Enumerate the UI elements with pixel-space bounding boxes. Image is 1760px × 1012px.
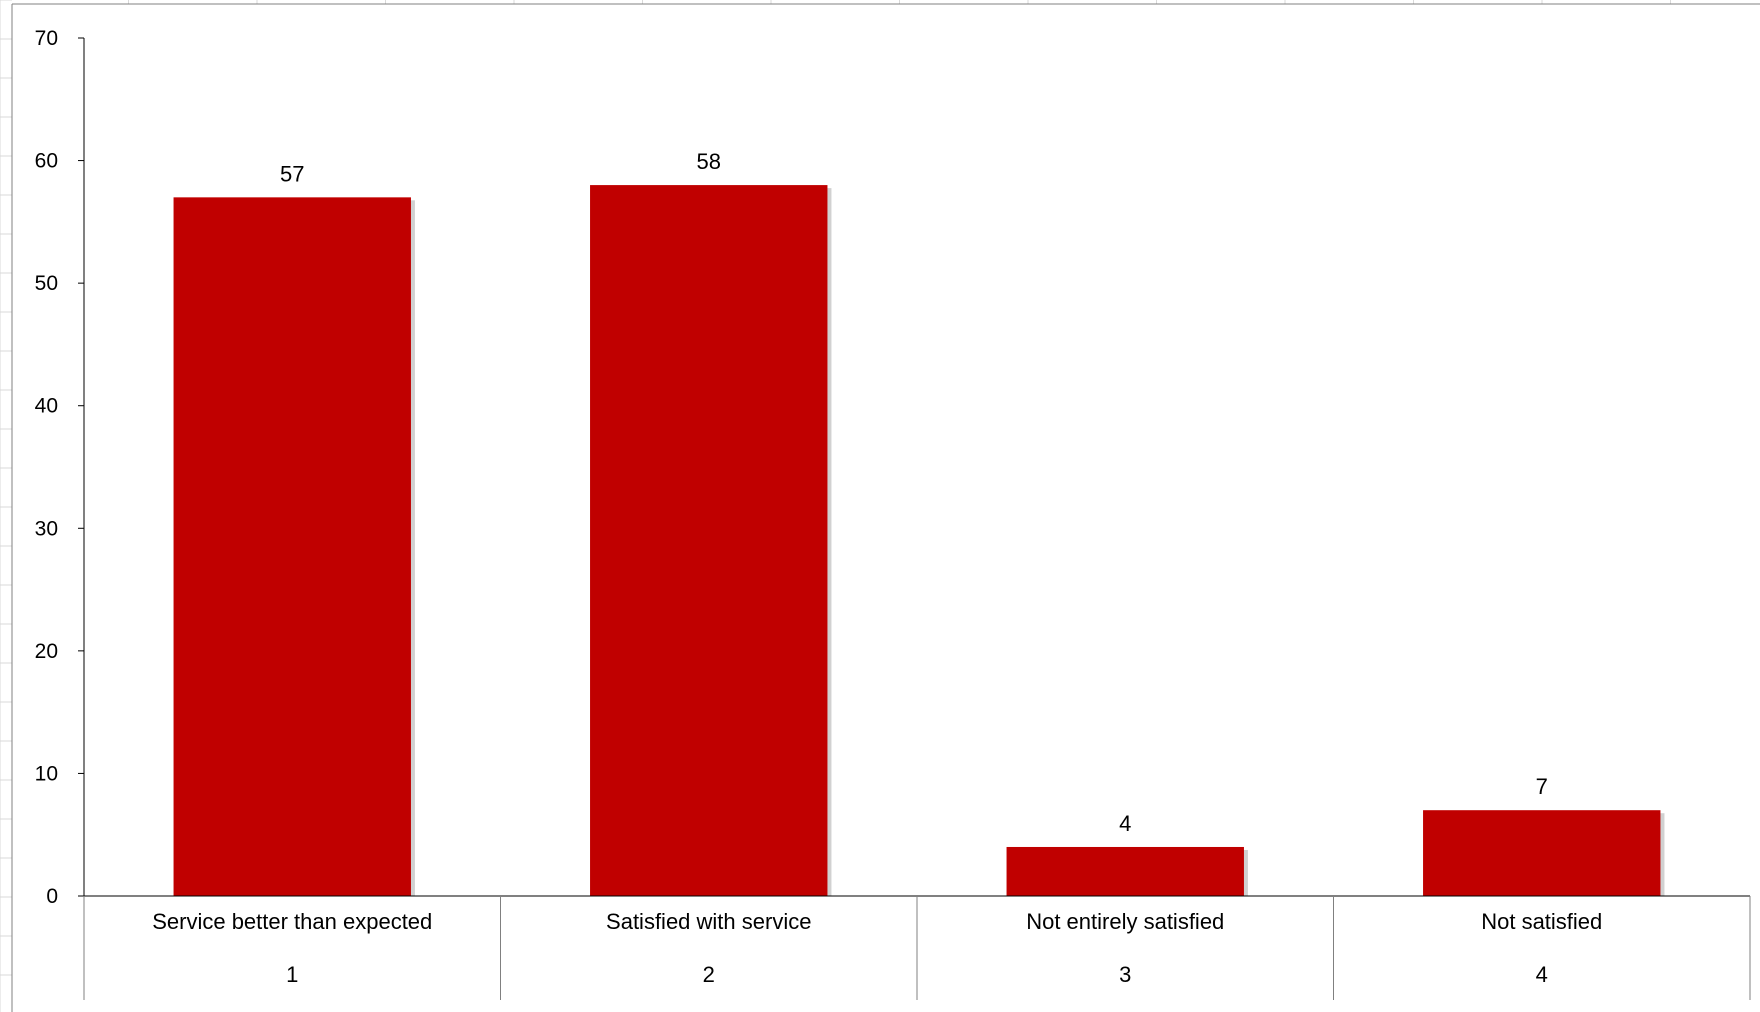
category-label-3: Not entirely satisfied (1026, 909, 1224, 934)
y-tick-label: 70 (35, 27, 58, 50)
category-label-4: Not satisfied (1481, 909, 1602, 934)
category-label-1: Service better than expected (152, 909, 432, 934)
y-tick-label: 20 (35, 640, 58, 663)
y-tick-label: 40 (35, 395, 58, 418)
data-label-2: 58 (697, 149, 721, 174)
category-code-1: 1 (286, 962, 298, 987)
y-tick-label: 50 (35, 272, 58, 295)
data-label-1: 57 (280, 161, 304, 186)
y-tick-label: 60 (35, 150, 58, 173)
bar-3 (1006, 846, 1244, 896)
y-tick-label: 30 (35, 517, 58, 540)
category-label-2: Satisfied with service (606, 909, 811, 934)
bar-4 (1423, 810, 1661, 896)
y-tick-label: 0 (46, 885, 58, 908)
data-label-3: 4 (1119, 811, 1131, 836)
category-code-2: 2 (703, 962, 715, 987)
data-label-4: 7 (1536, 774, 1548, 799)
category-code-3: 3 (1119, 962, 1131, 987)
bars-group (173, 185, 1665, 897)
bar-1 (173, 197, 411, 897)
data-labels-group: 57 58 4 7 (280, 149, 1548, 836)
bar-2 (590, 185, 828, 897)
y-tick-labels: 0 10 20 30 40 50 60 70 (35, 27, 84, 908)
y-tick-label: 10 (35, 762, 58, 785)
category-code-4: 4 (1536, 962, 1548, 987)
x-category-labels: Service better than expected 1 Satisfied w… (83, 896, 1751, 1000)
